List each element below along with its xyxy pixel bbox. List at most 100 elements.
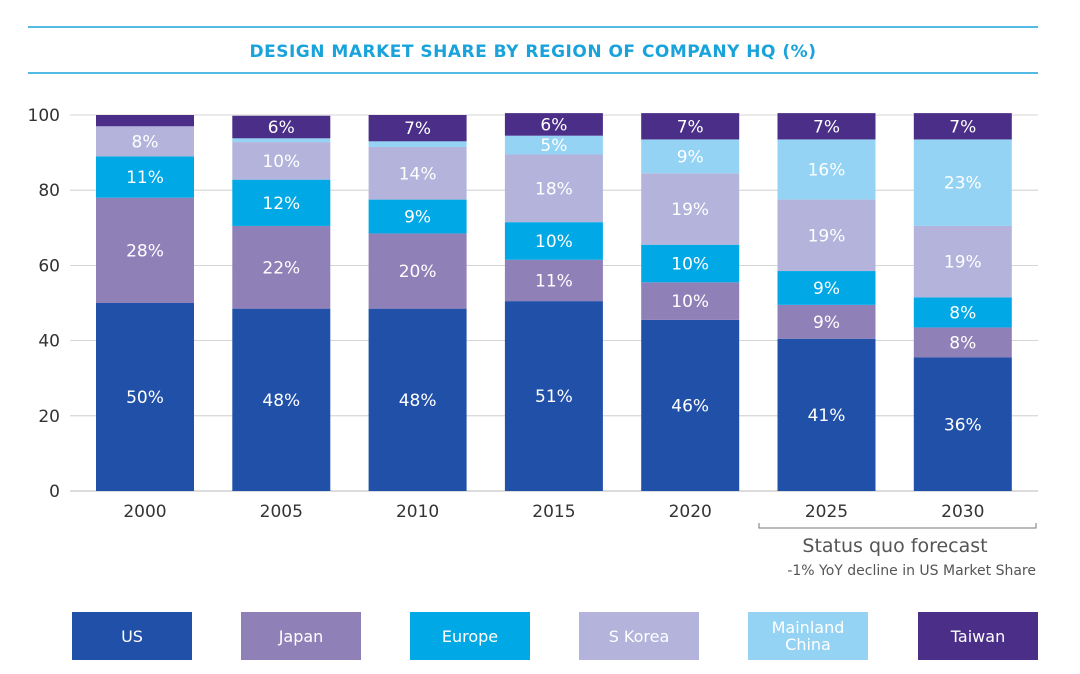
bar-segment [96,115,194,127]
y-tick-label: 20 [38,407,60,427]
bar-segment [777,304,876,339]
bar-segment [641,244,740,283]
data-label: 10% [671,255,709,275]
x-tick-label: 2025 [805,502,848,522]
y-tick-label: 60 [38,256,60,276]
data-label: 19% [671,200,709,220]
legend-label-mainland-china-line1: Mainland [771,618,845,637]
bar-segment [232,179,331,226]
bar-segment [232,115,331,139]
bar-segment [504,222,603,260]
bar-segment [504,154,603,223]
data-label: 11% [535,271,573,291]
bar-segment [777,338,876,491]
data-label: 9% [813,313,840,333]
bar-segment [777,113,876,140]
data-label: 10% [535,232,573,252]
data-label: 9% [404,208,431,228]
data-label: 18% [535,179,573,199]
bar-segment [641,113,740,140]
x-tick-label: 2030 [941,502,984,522]
bar-segment [96,126,194,157]
legend-item-mainland-china: Mainland China [748,612,868,660]
data-label: 9% [677,147,704,167]
data-label: 48% [399,391,437,411]
data-label: 19% [808,226,846,246]
legend-label-europe: Europe [441,626,499,646]
data-label: 48% [262,391,300,411]
legend-label-mainland-china-line2: China [785,635,831,654]
legend-label-us: US [121,626,143,646]
data-label: 11% [126,168,164,188]
y-axis: 0 20 40 60 80 100 [28,106,60,502]
legend-item-s-korea: S Korea [579,612,699,660]
data-label: 12% [262,194,300,214]
data-label: 10% [671,292,709,312]
legend: US Japan Europe S Korea Mainland China T… [72,612,1038,660]
bar-segment [913,357,1012,491]
x-tick-label: 2000 [123,502,166,522]
data-label: 46% [671,396,709,416]
bar-segment [232,142,331,180]
x-tick-label: 2010 [396,502,439,522]
data-label: 19% [944,253,982,273]
data-label: 7% [404,119,431,139]
bar-segment [368,115,467,142]
data-label: 7% [813,117,840,137]
y-tick-label: 80 [38,181,60,201]
bars: 50% 28% 11% 8% 48% 22% 12% 10% 6% 48% 20% 9% 14% 7% 51… [96,113,1012,491]
data-label: 8% [949,303,976,323]
data-label: 6% [540,115,567,135]
y-tick-label: 0 [49,482,60,502]
data-label: 9% [813,279,840,299]
bar-segment [504,259,603,302]
forecast-title: Status quo forecast [802,535,987,557]
data-label: 41% [808,406,846,426]
data-label: 8% [132,132,159,152]
bar-segment [368,233,467,309]
x-axis: 2000 2005 2010 2015 2020 2025 2030 [123,502,984,522]
bar-segment [504,301,603,491]
data-label: 51% [535,387,573,407]
x-tick-label: 2020 [669,502,712,522]
bar-segment [641,139,740,174]
data-label: 36% [944,415,982,435]
forecast-subtitle: -1% YoY decline in US Market Share [787,563,1036,579]
bar-segment [777,199,876,272]
data-label: 5% [540,136,567,156]
x-tick-label: 2005 [260,502,303,522]
legend-item-europe: Europe [410,612,530,660]
bar-segment [368,146,467,200]
data-label: 6% [268,118,295,138]
bar-segment [232,225,331,309]
bar-segment [913,297,1012,328]
data-label: 7% [677,117,704,137]
bar-segment [96,156,194,198]
bar-segment [232,308,331,491]
x-tick-label: 2015 [532,502,575,522]
legend-label-s-korea: S Korea [608,626,670,646]
bar-segment [913,327,1012,358]
bar-segment [368,141,467,147]
legend-item-japan: Japan [241,612,361,660]
y-tick-label: 40 [38,332,60,352]
legend-item-us: US [72,612,192,660]
data-label: 14% [399,164,437,184]
data-label: 8% [949,333,976,353]
data-label: 50% [126,388,164,408]
bar-segment [504,135,603,155]
bar-segment [777,139,876,200]
data-label: 23% [944,174,982,194]
chart-title: DESIGN MARKET SHARE BY REGION OF COMPANY… [250,42,817,62]
y-tick-label: 100 [28,106,60,126]
data-label: 20% [399,262,437,282]
bar-segment [96,197,194,303]
bar-segment [232,138,331,143]
data-label: 7% [949,117,976,137]
legend-item-taiwan: Taiwan [918,612,1038,660]
data-label: 28% [126,241,164,261]
data-label: 22% [262,258,300,278]
bar-segment [96,303,194,491]
bar-segment [368,308,467,491]
